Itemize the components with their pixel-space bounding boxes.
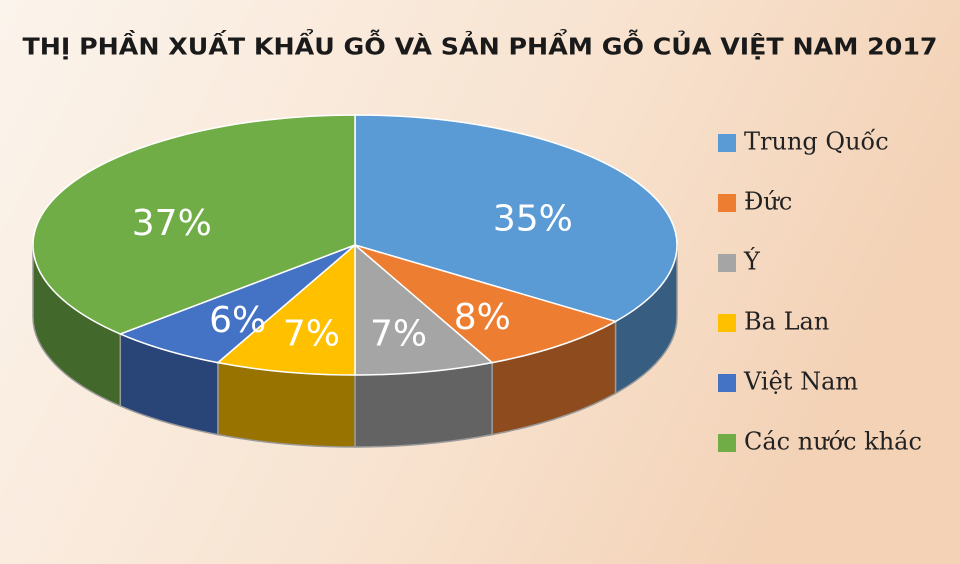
- slice: [354, 114, 678, 323]
- value-label: 7%: [283, 314, 340, 355]
- slice: [32, 114, 356, 335]
- slice: [354, 243, 494, 376]
- legend-swatch: [718, 314, 736, 332]
- slice: [118, 244, 356, 364]
- legend-swatch: [718, 254, 736, 272]
- legend-label: Đức: [744, 188, 792, 216]
- value-label: 6%: [209, 300, 266, 341]
- pie: 35% 8% 7% 7% 6% 37%: [32, 114, 678, 448]
- legend-label: Ý: [743, 247, 761, 276]
- slice: [354, 244, 618, 364]
- chart-title: THỊ PHẦN XUẤT KHẨU GỖ VÀ SẢN PHẨM GỖ CỦA…: [23, 30, 938, 61]
- value-label: 35%: [493, 198, 573, 239]
- legend-label: Việt Nam: [743, 368, 858, 396]
- legend: Trung Quốc Đức Ý Ba Lan Việt Nam Các nước khá…: [718, 128, 922, 456]
- legend-swatch: [718, 434, 736, 452]
- value-label: 37%: [132, 203, 212, 244]
- value-label: 8%: [454, 297, 511, 338]
- legend-swatch: [718, 134, 736, 152]
- legend-label: Trung Quốc: [744, 128, 889, 156]
- value-label: 7%: [370, 314, 427, 355]
- legend-label: Ba Lan: [744, 308, 829, 336]
- legend-swatch: [718, 374, 736, 392]
- legend-swatch: [718, 194, 736, 212]
- legend-label: Các nước khác: [744, 428, 922, 456]
- slice: [216, 243, 356, 376]
